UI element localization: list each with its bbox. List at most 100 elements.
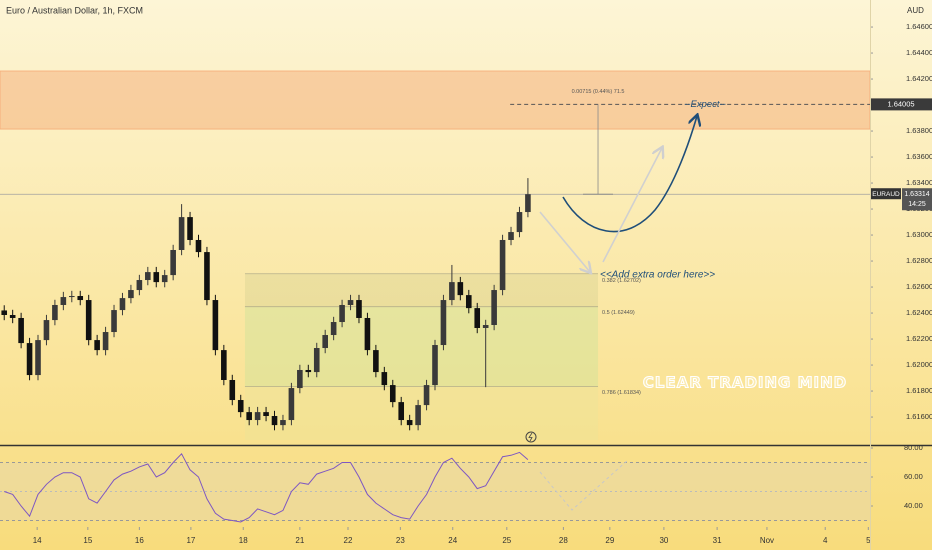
candle-body xyxy=(449,282,455,301)
projection-arrow xyxy=(602,148,662,263)
candle-body xyxy=(35,340,41,376)
currency-label: AUD xyxy=(907,6,924,15)
candle-body xyxy=(271,416,278,426)
candle-body xyxy=(525,194,531,213)
candle-body xyxy=(153,272,160,283)
rsi-y-tick-label: 60.00 xyxy=(904,472,923,481)
candle-body xyxy=(398,402,405,421)
candle-body xyxy=(26,343,33,376)
candle-body xyxy=(94,340,100,351)
x-tick-label: 30 xyxy=(659,536,668,545)
candle-body xyxy=(246,412,252,421)
rsi-y-tick-label: 40.00 xyxy=(904,501,923,510)
candle-body xyxy=(254,412,261,421)
x-tick-label: 5 xyxy=(866,536,871,545)
candle-body xyxy=(18,317,24,344)
rsi-line xyxy=(4,451,529,523)
fib-label: 0.382 (1.62702) xyxy=(602,278,641,284)
x-tick-label: 18 xyxy=(239,536,248,545)
candle-body xyxy=(187,217,193,240)
fib-box xyxy=(244,386,599,440)
expect-curve xyxy=(562,116,697,233)
y-tick-label: 1.62800 xyxy=(906,256,932,265)
candle-body xyxy=(1,310,8,315)
candle-body xyxy=(516,212,523,233)
rsi-y-tick-label: 80.00 xyxy=(904,443,923,452)
candle-body xyxy=(178,217,185,250)
x-tick-label: Nov xyxy=(760,536,774,545)
y-tick-label: 1.62400 xyxy=(906,308,932,317)
y-tick-label: 1.63400 xyxy=(906,178,932,187)
candle-body xyxy=(237,400,244,413)
event-icon xyxy=(528,432,533,442)
symbol-box xyxy=(871,188,901,200)
candle-body xyxy=(68,296,75,298)
candle-body xyxy=(288,388,295,421)
candle-body xyxy=(356,300,362,318)
y-tick-label: 1.62200 xyxy=(906,334,932,343)
rsi-projection xyxy=(539,459,629,511)
watermark: CLEAR TRADING MIND xyxy=(643,374,847,392)
candle-body xyxy=(229,379,236,401)
candle-body xyxy=(330,322,337,336)
candle-body xyxy=(136,280,143,291)
candle-body xyxy=(102,332,109,351)
candle-body xyxy=(373,350,379,373)
candle-body xyxy=(85,300,92,341)
candle-body xyxy=(43,320,50,341)
y-tick-label: 1.61600 xyxy=(906,412,932,421)
measure-label: 0.00715 (0.44%) 71.5 xyxy=(572,89,625,95)
y-tick-label: 1.63800 xyxy=(906,126,932,135)
y-tick-label: 1.64200 xyxy=(906,74,932,83)
x-tick-label: 29 xyxy=(605,536,614,545)
candle-body xyxy=(432,345,438,386)
candle-body xyxy=(322,335,328,349)
last-price-label: 1.63314 xyxy=(904,191,929,198)
x-tick-label: 16 xyxy=(135,536,144,545)
candle-body xyxy=(389,385,396,403)
candle-body xyxy=(280,420,286,426)
y-tick-label: 1.64600 xyxy=(906,22,932,31)
candle-body xyxy=(491,290,497,326)
add-order-label: <<Add extra order here>> xyxy=(600,270,715,281)
candle-body xyxy=(77,296,84,301)
candle-body xyxy=(60,297,67,305)
x-tick-label: 21 xyxy=(295,536,304,545)
candle-body xyxy=(364,317,371,351)
candle-body xyxy=(52,304,58,321)
candle-body xyxy=(457,282,464,296)
candle-body xyxy=(145,272,151,281)
last-price-box xyxy=(902,188,932,211)
candle-body xyxy=(111,310,117,333)
fib-label: 0.786 (1.61834) xyxy=(602,390,641,396)
candle-body xyxy=(381,372,388,386)
target-price-box xyxy=(871,98,932,111)
event-icon xyxy=(525,431,537,443)
x-tick-label: 14 xyxy=(33,536,42,545)
x-tick-label: 4 xyxy=(823,536,828,545)
candle-body xyxy=(9,314,16,318)
candle-body xyxy=(119,298,126,311)
candle-body xyxy=(406,420,413,426)
candle-body xyxy=(263,412,269,417)
symbol-label: EURAUD xyxy=(872,191,900,198)
supply-zone xyxy=(0,70,871,130)
candle-body xyxy=(474,308,481,328)
candle-body xyxy=(305,369,312,373)
plot: 0.382 (1.62702) 0.5 (1.62449) 0.786 (1.618… xyxy=(0,22,932,545)
chart-title: Euro / Australian Dollar, 1h, FXCM xyxy=(6,5,143,15)
fib-label: 0.5 (1.62449) xyxy=(602,310,635,316)
candle-body xyxy=(508,232,514,240)
candle-body xyxy=(440,300,447,346)
x-tick-label: 23 xyxy=(396,536,405,545)
candle-body xyxy=(423,385,430,406)
candle-body xyxy=(212,300,219,351)
x-tick-label: 24 xyxy=(448,536,457,545)
candle-body xyxy=(339,304,345,323)
candle-body xyxy=(161,275,168,283)
candle-body xyxy=(195,239,202,253)
candle-body xyxy=(347,300,354,305)
candle-body xyxy=(313,348,320,373)
x-tick-label: 25 xyxy=(502,536,511,545)
